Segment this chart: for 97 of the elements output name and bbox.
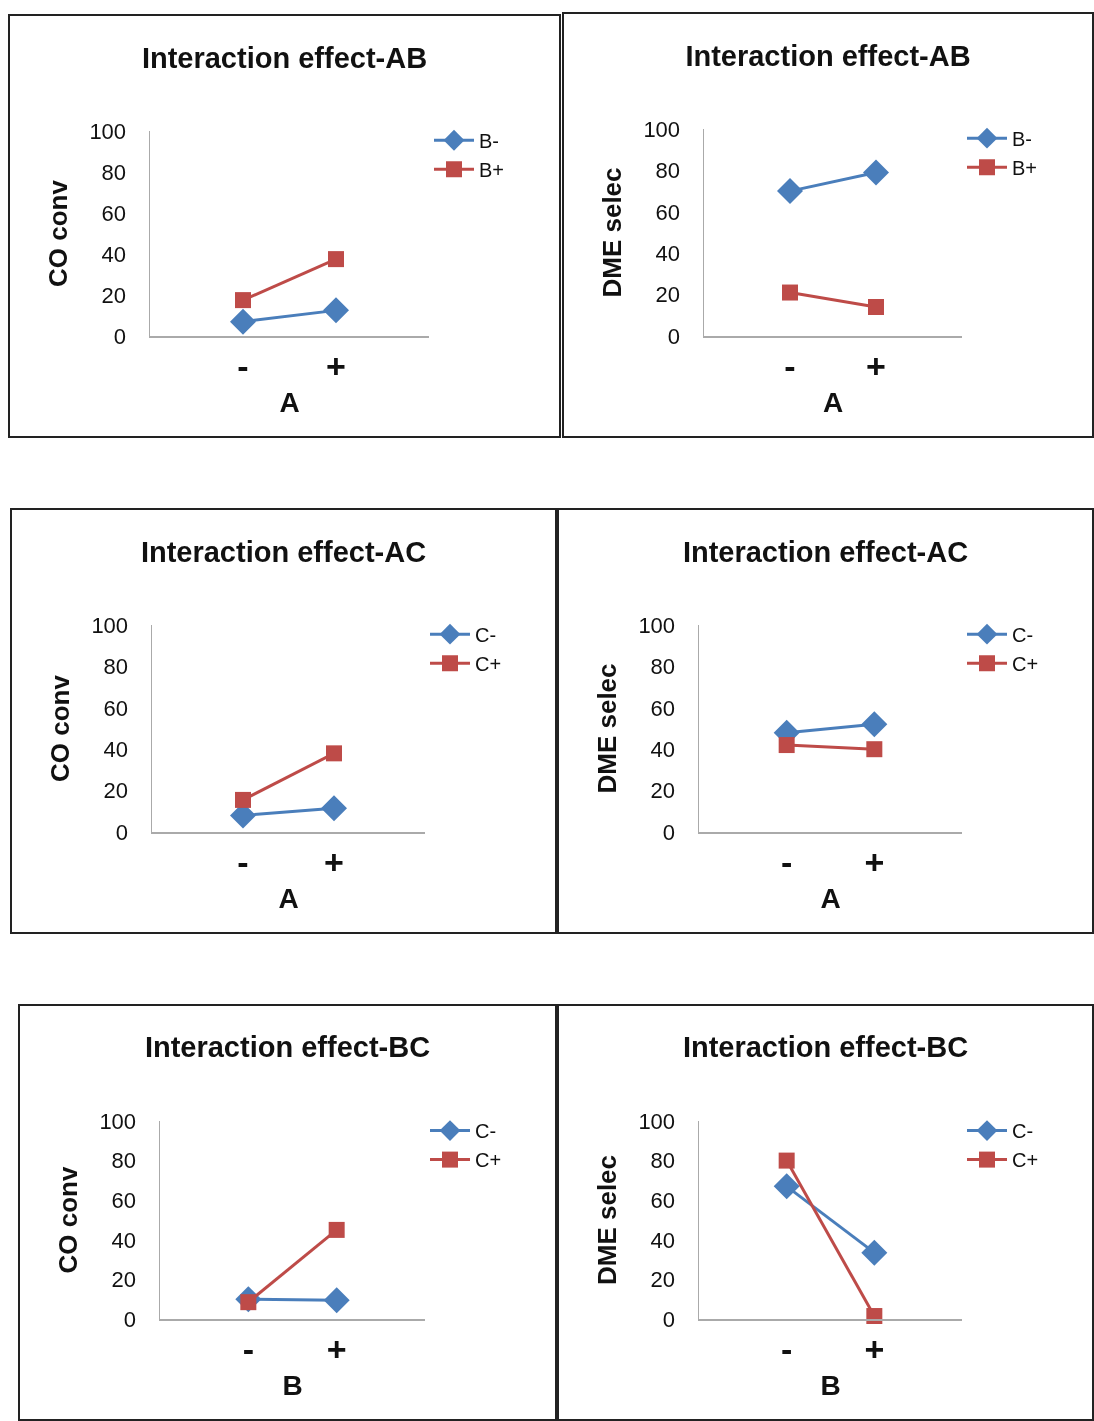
x-tick-label: - [237, 347, 249, 386]
y-tick-label: 20 [111, 1267, 137, 1293]
x-tick-label: - [237, 843, 249, 882]
y-tick-label: 40 [111, 1227, 137, 1253]
chart-title: Interaction effect-AC [682, 536, 969, 569]
x-tick-label: + [864, 843, 885, 882]
y-axis-title: CO conv [43, 179, 74, 287]
point [321, 795, 347, 822]
x-tick-label: + [326, 347, 346, 386]
y-tick-label: 0 [123, 1306, 137, 1332]
x-tick-label: + [324, 843, 344, 882]
x-axis-title: A [278, 883, 299, 915]
y-tick-label: 20 [655, 282, 681, 308]
y-tick-label: 60 [650, 1187, 676, 1213]
y-tick-label: 0 [662, 1306, 676, 1332]
point [230, 308, 256, 335]
y-tick-label: 60 [655, 199, 681, 225]
y-tick-label: 60 [103, 695, 129, 721]
point [235, 791, 251, 808]
y-tick-label: 100 [638, 1108, 676, 1134]
legend-label: C+ [475, 1149, 502, 1172]
point [861, 711, 888, 738]
y-tick-label: 20 [103, 778, 129, 804]
x-tick-label: + [864, 1330, 885, 1369]
x-axis-title: A [820, 883, 841, 915]
x-axis-title: A [279, 387, 300, 419]
chart-title: Interaction effect-BC [682, 1031, 969, 1064]
y-axis-title: DME selec [592, 663, 623, 794]
legend-label: C+ [475, 652, 502, 675]
y-axis-title: DME selec [597, 167, 628, 298]
y-tick-label: 20 [650, 778, 676, 804]
x-tick-label: + [866, 347, 886, 386]
point [777, 178, 803, 205]
y-tick-label: 0 [113, 323, 127, 349]
legend-label: C+ [1012, 1149, 1039, 1172]
y-axis-title: DME selec [592, 1154, 623, 1286]
point [323, 1287, 350, 1314]
y-tick-label: 60 [650, 695, 676, 721]
point [235, 292, 251, 309]
y-axis-title: CO conv [53, 1166, 84, 1274]
y-tick-label: 100 [99, 1108, 137, 1134]
point [328, 251, 344, 268]
point [868, 299, 884, 316]
y-axis-title: CO conv [45, 674, 76, 782]
y-tick-label: 60 [101, 200, 127, 226]
y-tick-label: 80 [650, 654, 676, 680]
legend-label: B- [1012, 127, 1032, 150]
point [861, 1239, 888, 1266]
y-tick-label: 100 [638, 612, 676, 638]
legend-label: C+ [1012, 652, 1039, 675]
y-tick-label: 80 [650, 1148, 676, 1174]
y-tick-label: 100 [91, 612, 129, 638]
point [326, 745, 342, 762]
x-axis-title: B [820, 1370, 841, 1402]
y-tick-label: 0 [667, 323, 681, 349]
chart-title: Interaction effect-AC [140, 536, 427, 569]
x-tick-label: - [781, 843, 793, 882]
legend-label: B+ [479, 159, 505, 182]
point [778, 737, 795, 754]
x-axis-title: B [282, 1370, 303, 1402]
y-tick-label: 40 [650, 1227, 676, 1253]
legend-label: C- [1012, 623, 1034, 646]
legend-label: C- [1012, 1120, 1034, 1143]
point [778, 1152, 795, 1169]
y-tick-label: 0 [115, 819, 129, 845]
y-tick-label: 40 [650, 736, 676, 762]
point [863, 159, 889, 186]
y-tick-label: 40 [103, 736, 129, 762]
legend-label: B+ [1012, 156, 1038, 179]
y-tick-label: 40 [655, 240, 681, 266]
legend-label: B- [479, 130, 499, 153]
legend-label: C- [475, 1120, 497, 1143]
y-tick-label: 20 [650, 1267, 676, 1293]
x-tick-label: - [781, 1330, 793, 1369]
legend-label: C- [475, 623, 497, 646]
y-tick-label: 40 [101, 241, 127, 267]
y-tick-label: 80 [103, 654, 129, 680]
point [782, 284, 798, 301]
x-tick-label: - [242, 1330, 254, 1369]
x-axis-title: A [822, 387, 844, 419]
y-tick-label: 80 [101, 159, 127, 185]
y-tick-label: 100 [89, 118, 127, 144]
chart-title: Interaction effect-AB [685, 40, 971, 73]
y-tick-label: 100 [643, 116, 681, 142]
point [866, 741, 883, 758]
chart-title: Interaction effect-BC [144, 1031, 431, 1064]
y-tick-label: 80 [655, 158, 681, 184]
y-tick-label: 60 [111, 1187, 137, 1213]
point [328, 1221, 345, 1238]
y-tick-label: 80 [111, 1148, 137, 1174]
y-tick-label: 20 [101, 282, 127, 308]
x-tick-label: + [326, 1330, 347, 1369]
chart-title: Interaction effect-AB [141, 42, 428, 75]
point [323, 297, 349, 324]
point [773, 1173, 800, 1200]
y-tick-label: 0 [662, 819, 676, 845]
x-tick-label: - [784, 347, 796, 386]
